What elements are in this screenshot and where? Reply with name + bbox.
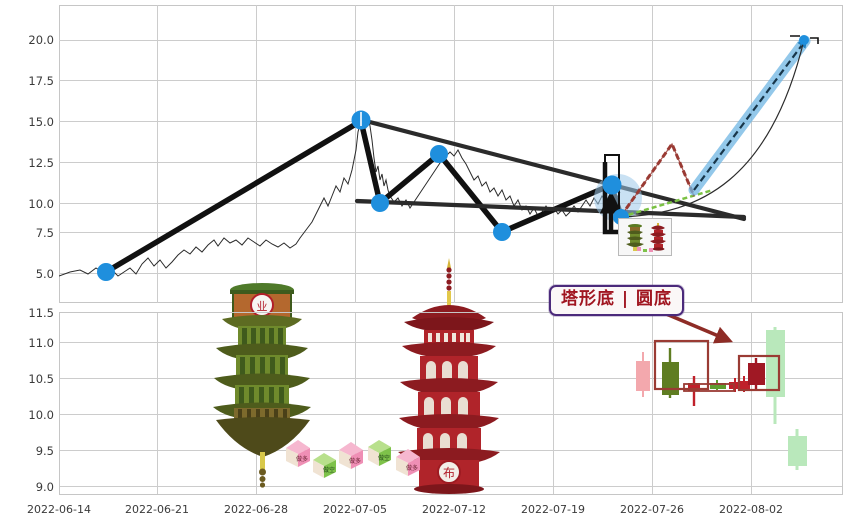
tag-box-5: 做多 bbox=[396, 449, 420, 476]
xtick-label: 2022-08-02 bbox=[719, 503, 783, 516]
pattern-box-left bbox=[653, 339, 710, 391]
candle-4 bbox=[710, 380, 726, 390]
xtick-label: 2022-07-12 bbox=[422, 503, 486, 516]
tag-box-4: 做空 bbox=[368, 440, 391, 466]
terminal-pivot-dot bbox=[799, 35, 809, 45]
pivot-marker bbox=[493, 223, 511, 241]
candle-9 bbox=[788, 429, 807, 470]
candle-8 bbox=[766, 327, 785, 424]
terminal-pivot-ticks bbox=[790, 35, 819, 44]
red-pagoda-seal: 布 bbox=[443, 466, 455, 480]
xaxis: 2022-06-14 2022-06-21 2022-06-28 2022-07… bbox=[0, 503, 847, 520]
tag-box-group: 做多 做空 做多 做空 bbox=[286, 440, 420, 478]
ytick-label: 11.5 bbox=[28, 306, 54, 320]
ytick-label: 10.0 bbox=[28, 408, 54, 422]
tag-box-label: 做多 bbox=[349, 457, 361, 465]
tag-box-label: 做多 bbox=[296, 455, 308, 463]
candle-panel bbox=[59, 312, 843, 495]
pivot-marker bbox=[371, 194, 389, 212]
pattern-inset-thumbnail[interactable] bbox=[618, 218, 672, 256]
ytick-label: 9.5 bbox=[35, 444, 54, 458]
ytick-label: 10.0 bbox=[28, 197, 54, 211]
lower-trendline bbox=[354, 198, 747, 220]
ytick-label: 12.5 bbox=[28, 156, 54, 170]
forecast-zigzag-edge bbox=[620, 142, 695, 217]
ytick-label: 9.0 bbox=[35, 480, 54, 494]
candle-5 bbox=[729, 378, 741, 392]
pivot-marker bbox=[430, 145, 448, 163]
price-panel-yaxis: 20.0 17.5 15.0 12.5 10.0 7.5 5.0 bbox=[0, 0, 54, 303]
ytick-label: 20.0 bbox=[28, 33, 54, 47]
pattern-inset-graphic bbox=[626, 223, 666, 252]
ytick-label: 11.0 bbox=[28, 336, 54, 350]
pivot-marker bbox=[97, 263, 115, 281]
xtick-label: 2022-07-26 bbox=[620, 503, 684, 516]
xtick-label: 2022-06-21 bbox=[125, 503, 189, 516]
pattern-annotation-label[interactable]: 塔形底 | 圆底 bbox=[549, 285, 685, 316]
candle-7 bbox=[748, 358, 765, 390]
pivot-marker bbox=[602, 175, 622, 195]
ytick-label: 7.5 bbox=[35, 226, 54, 240]
ytick-label: 17.5 bbox=[28, 74, 54, 88]
tag-box-label: 做空 bbox=[323, 466, 335, 474]
forecast-curve bbox=[620, 39, 805, 218]
red-pagoda-graphic: 布 bbox=[398, 258, 500, 494]
candle-1 bbox=[636, 352, 650, 397]
xtick-label: 2022-06-14 bbox=[27, 503, 91, 516]
xtick-label: 2022-07-05 bbox=[323, 503, 387, 516]
xtick-label: 2022-06-28 bbox=[224, 503, 288, 516]
green-pagoda-graphic: 业 bbox=[213, 283, 311, 488]
pattern-annotation-arrow bbox=[656, 312, 733, 344]
tag-box-label: 做空 bbox=[378, 454, 390, 462]
green-pagoda-seal: 业 bbox=[257, 300, 268, 313]
candlestick-series bbox=[636, 327, 807, 470]
upper-trendline bbox=[355, 116, 747, 222]
pattern-box-right bbox=[737, 354, 781, 392]
tag-box-3: 做多 bbox=[339, 442, 363, 469]
tag-box-2: 做空 bbox=[313, 453, 336, 478]
ytick-label: 15.0 bbox=[28, 115, 54, 129]
tag-box-label: 做多 bbox=[406, 464, 418, 472]
pivot-markers bbox=[97, 110, 629, 281]
candle-panel-yaxis: 11.5 11.0 10.5 10.0 9.5 9.0 bbox=[0, 0, 54, 520]
ytick-label: 10.5 bbox=[28, 372, 54, 386]
zigzag-pivot-line bbox=[104, 118, 624, 275]
forecast-arrow-core bbox=[693, 37, 808, 191]
tag-box-1: 做多 bbox=[286, 440, 310, 467]
ytick-label: 5.0 bbox=[35, 267, 54, 281]
xtick-label: 2022-07-19 bbox=[521, 503, 585, 516]
pattern-box-middle bbox=[683, 383, 735, 392]
